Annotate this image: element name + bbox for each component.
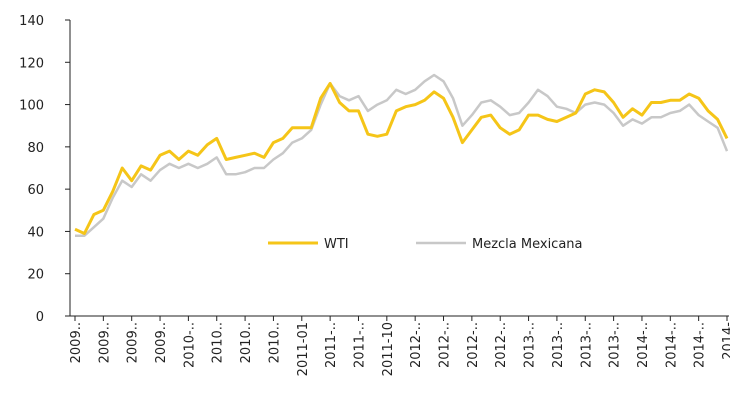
y-tick-label: 60 bbox=[27, 183, 44, 198]
x-tick-label: 2011-.. bbox=[324, 322, 339, 368]
x-tick-label: 2009.. bbox=[69, 322, 84, 363]
legend-label: WTI bbox=[324, 237, 349, 252]
x-tick-label: 2010-.. bbox=[182, 322, 197, 368]
y-tick-label: 80 bbox=[27, 141, 44, 156]
x-tick-label: 2012-.. bbox=[409, 322, 424, 368]
x-tick-label: 2009.. bbox=[126, 322, 141, 363]
x-tick-label: 2013-.. bbox=[551, 322, 566, 368]
x-tick-label: 2010.. bbox=[239, 322, 254, 363]
x-tick-label: 2011-.. bbox=[352, 322, 367, 368]
x-tick-label: 2013-.. bbox=[608, 322, 623, 368]
y-tick-label: 120 bbox=[19, 56, 44, 71]
y-tick-label: 0 bbox=[36, 310, 44, 325]
x-tick-label: 2013-.. bbox=[523, 322, 538, 368]
x-tick-label: 2009.. bbox=[97, 322, 112, 363]
x-tick-label: 2014-.. bbox=[693, 322, 708, 368]
x-tick-label: 2012-.. bbox=[494, 322, 509, 368]
x-tick-label: 2014- bbox=[721, 322, 730, 360]
x-tick-label: 2012-.. bbox=[466, 322, 481, 368]
y-tick-label: 40 bbox=[27, 225, 44, 240]
line-series bbox=[75, 73, 729, 237]
x-tick-label: 2014-.. bbox=[636, 322, 651, 368]
x-tick-label: 2011-01 bbox=[296, 322, 311, 376]
y-tick-label: 100 bbox=[19, 99, 44, 114]
x-tick-label: 2013-.. bbox=[579, 322, 594, 368]
x-tick-label: 2010.. bbox=[211, 322, 226, 363]
x-tick-label: 2012-.. bbox=[438, 322, 453, 368]
x-tick-label: 2011-10 bbox=[381, 322, 396, 376]
x-tick-label: 2014-.. bbox=[664, 322, 679, 368]
legend-label: Mezcla Mexicana bbox=[472, 237, 583, 252]
line-series bbox=[74, 81, 729, 235]
x-tick-label: 2009.. bbox=[154, 322, 169, 363]
y-tick-label: 140 bbox=[19, 14, 44, 29]
y-tick-label: 20 bbox=[27, 268, 44, 283]
x-tick-label: 2010.. bbox=[267, 322, 282, 363]
